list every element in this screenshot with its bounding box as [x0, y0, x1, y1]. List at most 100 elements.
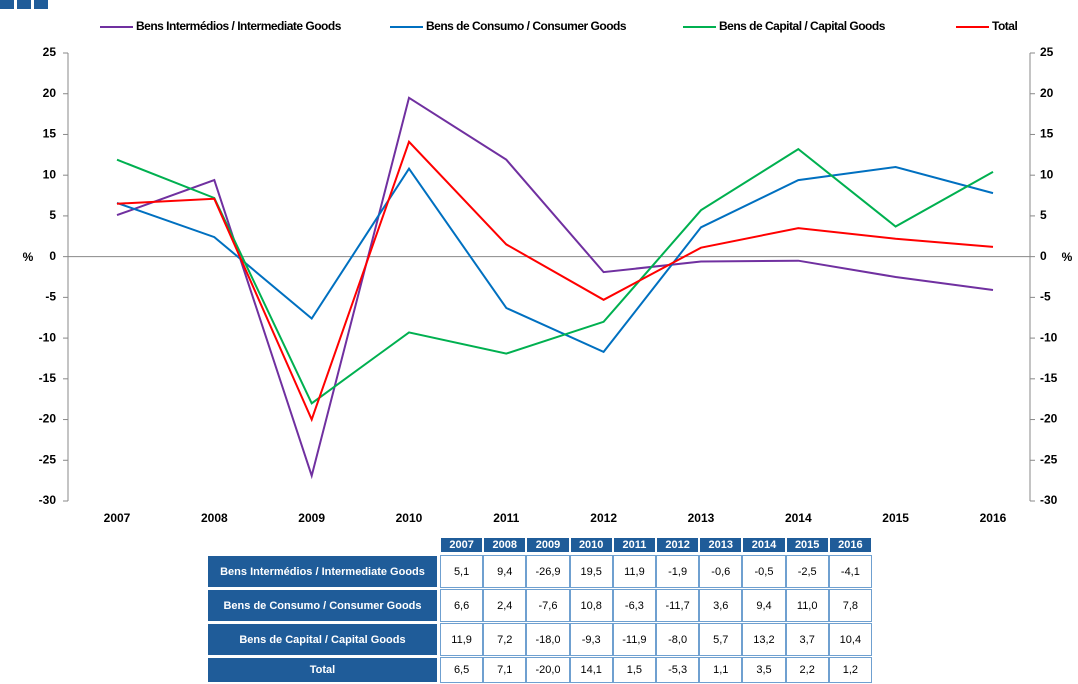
y-tick-label: -25	[39, 452, 57, 466]
table-cell: 1,5	[612, 657, 656, 683]
table-header: 2010	[569, 537, 613, 553]
y2-tick-label: 5	[1040, 208, 1047, 222]
x-tick-label: 2009	[298, 511, 325, 525]
series-line	[116, 139, 994, 423]
logo	[0, 0, 14, 9]
y-axis-label: %	[23, 250, 34, 264]
y2-tick-label: 20	[1040, 86, 1054, 100]
table-cell: 7,8	[828, 589, 872, 622]
table-cell: 19,5	[569, 555, 613, 588]
x-tick-label: 2008	[201, 511, 228, 525]
legend-label: Total	[992, 19, 1017, 33]
x-tick-label: 2016	[980, 511, 1007, 525]
y-tick-label: -5	[45, 290, 56, 304]
table-header: 2008	[483, 537, 527, 553]
table-cell: -4,1	[828, 555, 872, 588]
y2-tick-label: -30	[1040, 493, 1058, 507]
series-line	[116, 96, 994, 480]
table-cell: -5,3	[656, 657, 700, 683]
x-tick-label: 2015	[882, 511, 909, 525]
table-cell: 14,1	[569, 657, 613, 683]
table-cell: -2,5	[785, 555, 829, 588]
y2-tick-label: 25	[1040, 45, 1054, 59]
table-cell: 9,4	[742, 589, 786, 622]
y2-tick-label: 15	[1040, 127, 1054, 141]
table-header: 2014	[742, 537, 786, 553]
table-cell: -11,7	[656, 589, 700, 622]
table-cell: 11,9	[612, 555, 656, 588]
y2-tick-label: -15	[1040, 371, 1058, 385]
y2-tick-label: -20	[1040, 412, 1058, 426]
legend-label: Bens de Capital / Capital Goods	[719, 19, 886, 33]
y2-tick-label: -10	[1040, 330, 1058, 344]
table-cell: 3,6	[699, 589, 743, 622]
table-cell: -0,6	[699, 555, 743, 588]
table-row-label: Bens de Consumo / Consumer Goods	[207, 589, 438, 622]
table-row-label: Bens Intermédios / Intermediate Goods	[207, 555, 438, 588]
table-header: 2013	[699, 537, 743, 553]
table-cell: -26,9	[526, 555, 570, 588]
y-tick-label: 15	[43, 127, 57, 141]
x-tick-label: 2010	[396, 511, 423, 525]
table-cell: 3,7	[785, 623, 829, 656]
table-header: 2009	[526, 537, 570, 553]
legend-label: Bens de Consumo / Consumer Goods	[426, 19, 627, 33]
table-cell: -7,6	[526, 589, 570, 622]
table-cell: 2,2	[785, 657, 829, 683]
table-header: 2011	[612, 537, 656, 553]
table-cell: 3,5	[742, 657, 786, 683]
table-cell: 10,8	[569, 589, 613, 622]
table-cell: -0,5	[742, 555, 786, 588]
table-cell: -11,9	[612, 623, 656, 656]
table-cell: -9,3	[569, 623, 613, 656]
y2-tick-label: 0	[1040, 249, 1047, 263]
y-tick-label: 20	[43, 86, 57, 100]
table-header: 2016	[828, 537, 872, 553]
y-tick-label: 25	[43, 45, 57, 59]
table-row-label: Total	[207, 657, 438, 683]
series-line	[116, 165, 994, 354]
table-cell: 9,4	[483, 555, 527, 588]
table-cell: 7,2	[483, 623, 527, 656]
y-tick-label: 5	[49, 208, 56, 222]
y2-axis-label: %	[1062, 250, 1073, 264]
x-tick-label: 2013	[688, 511, 715, 525]
logo	[17, 0, 31, 9]
table-cell: -20,0	[526, 657, 570, 683]
table-header: 2007	[440, 537, 484, 553]
table-header: 2015	[785, 537, 829, 553]
y2-tick-label: 10	[1040, 167, 1054, 181]
x-tick-label: 2014	[785, 511, 812, 525]
logo	[34, 0, 48, 9]
table-cell: 6,5	[440, 657, 484, 683]
table-cell: 1,2	[828, 657, 872, 683]
y-tick-label: -15	[39, 371, 57, 385]
x-tick-label: 2012	[590, 511, 617, 525]
table-cell: 5,7	[699, 623, 743, 656]
x-tick-label: 2007	[104, 511, 131, 525]
table-cell: -1,9	[656, 555, 700, 588]
table-cell: 6,6	[440, 589, 484, 622]
table-cell: 13,2	[742, 623, 786, 656]
table-cell: 1,1	[699, 657, 743, 683]
table-cell: 5,1	[440, 555, 484, 588]
y-tick-label: 10	[43, 167, 57, 181]
y2-tick-label: -25	[1040, 452, 1058, 466]
y2-tick-label: -5	[1040, 290, 1051, 304]
y-tick-label: 0	[49, 249, 56, 263]
table-cell: 10,4	[828, 623, 872, 656]
series-line	[116, 147, 994, 405]
table-cell: 2,4	[483, 589, 527, 622]
table-header: 2012	[656, 537, 700, 553]
legend-label: Bens Intermédios / Intermediate Goods	[136, 19, 342, 33]
table-cell: 11,9	[440, 623, 484, 656]
y-tick-label: -30	[39, 493, 57, 507]
table-cell: 7,1	[483, 657, 527, 683]
table-row-label: Bens de Capital / Capital Goods	[207, 623, 438, 656]
y-tick-label: -10	[39, 330, 57, 344]
y-tick-label: -20	[39, 412, 57, 426]
table-cell: 11,0	[785, 589, 829, 622]
x-tick-label: 2011	[493, 511, 519, 525]
